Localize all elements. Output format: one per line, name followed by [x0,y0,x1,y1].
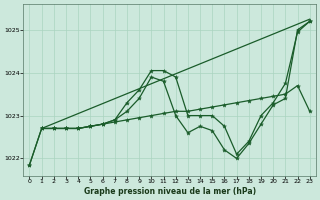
X-axis label: Graphe pression niveau de la mer (hPa): Graphe pression niveau de la mer (hPa) [84,187,256,196]
